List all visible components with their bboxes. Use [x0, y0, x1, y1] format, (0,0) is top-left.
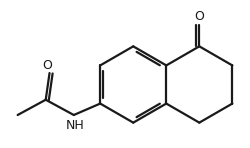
Text: O: O [42, 59, 52, 72]
Text: O: O [194, 10, 204, 23]
Text: NH: NH [66, 119, 84, 132]
